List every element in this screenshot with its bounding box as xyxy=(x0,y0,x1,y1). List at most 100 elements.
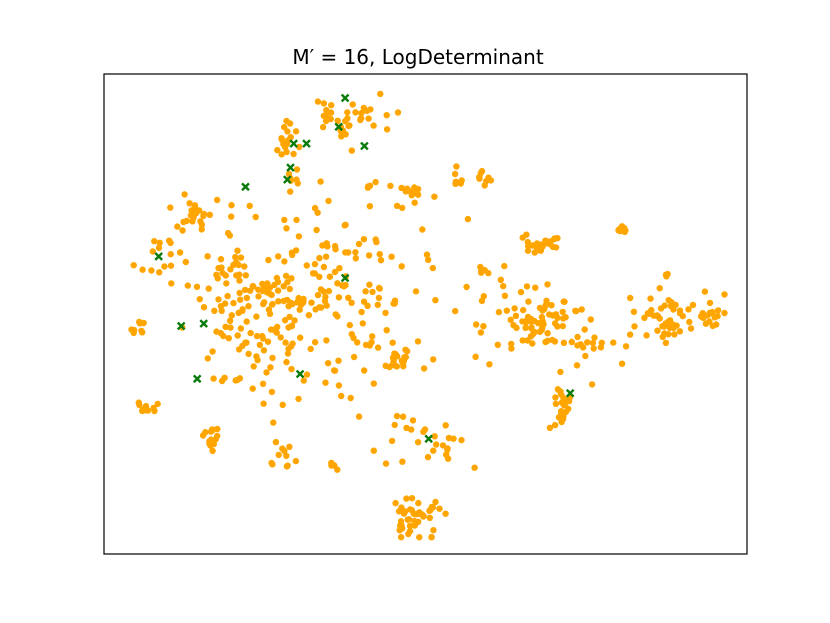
data-point xyxy=(656,285,663,292)
selected-point-marker xyxy=(334,122,343,132)
data-point xyxy=(284,350,292,357)
data-point xyxy=(313,226,320,234)
data-point xyxy=(426,507,433,514)
data-point xyxy=(358,109,365,117)
data-point xyxy=(377,257,385,264)
data-point xyxy=(587,316,594,323)
data-point xyxy=(711,314,718,321)
data-point xyxy=(405,516,413,523)
data-point xyxy=(217,303,225,310)
data-point xyxy=(394,353,401,360)
data-point xyxy=(221,374,228,381)
data-point xyxy=(287,188,294,195)
data-point xyxy=(279,445,286,452)
data-point xyxy=(295,395,302,403)
data-point xyxy=(400,510,408,517)
data-point xyxy=(375,294,383,302)
data-point xyxy=(308,299,315,306)
data-point xyxy=(286,443,293,450)
selected-point-marker xyxy=(154,252,163,261)
data-point xyxy=(324,360,332,367)
data-point xyxy=(281,258,288,265)
data-point xyxy=(204,253,211,260)
data-point xyxy=(252,213,259,221)
data-point xyxy=(370,122,377,129)
selected-point-marker xyxy=(283,175,292,184)
data-point xyxy=(494,341,501,348)
data-point xyxy=(336,265,343,272)
data-point xyxy=(307,345,314,353)
data-point xyxy=(430,356,437,363)
data-point xyxy=(344,115,351,122)
data-point xyxy=(323,106,330,114)
data-point xyxy=(245,350,252,358)
data-point xyxy=(309,270,317,277)
data-point xyxy=(130,262,137,269)
data-point xyxy=(287,299,294,306)
data-point xyxy=(275,451,282,459)
data-point xyxy=(243,318,250,325)
data-point xyxy=(338,392,345,400)
data-point xyxy=(442,510,449,517)
data-point xyxy=(285,170,293,178)
data-point xyxy=(285,345,292,352)
data-point xyxy=(383,327,390,334)
data-point xyxy=(334,117,341,125)
data-point xyxy=(284,279,291,286)
data-point xyxy=(148,267,155,274)
data-point xyxy=(398,184,405,192)
data-point xyxy=(519,337,526,344)
data-point xyxy=(648,306,655,314)
data-point xyxy=(286,313,293,321)
data-point xyxy=(300,298,307,305)
data-point xyxy=(242,339,249,346)
data-point xyxy=(345,249,352,256)
data-point xyxy=(250,363,257,370)
data-point xyxy=(433,441,440,448)
data-point xyxy=(218,307,225,315)
data-point xyxy=(228,202,235,209)
data-point xyxy=(167,251,174,258)
data-point xyxy=(142,402,150,410)
data-point xyxy=(408,188,416,195)
data-point xyxy=(665,331,672,338)
data-point xyxy=(196,296,203,303)
data-point xyxy=(314,291,322,299)
data-point xyxy=(581,326,588,333)
data-point xyxy=(523,283,531,290)
data-point xyxy=(314,98,322,105)
data-point xyxy=(561,400,569,407)
data-point xyxy=(303,262,310,269)
data-point xyxy=(676,310,684,317)
data-point xyxy=(616,225,623,233)
data-point xyxy=(430,447,437,454)
data-point xyxy=(214,432,221,440)
data-point xyxy=(721,309,728,317)
data-point xyxy=(241,263,248,270)
data-point xyxy=(182,258,189,266)
data-point xyxy=(268,388,276,396)
data-point xyxy=(383,112,390,119)
data-point xyxy=(706,299,714,307)
data-point xyxy=(236,289,243,297)
data-point xyxy=(522,324,529,331)
data-point xyxy=(408,495,416,502)
data-point xyxy=(264,280,271,287)
data-point xyxy=(340,283,348,290)
data-point xyxy=(551,320,559,327)
data-point xyxy=(274,323,281,331)
data-point xyxy=(360,298,368,305)
data-point xyxy=(317,178,324,185)
data-point xyxy=(428,534,435,541)
data-point xyxy=(233,259,240,266)
data-point xyxy=(552,394,559,401)
data-point xyxy=(239,307,246,314)
data-point xyxy=(453,163,460,170)
data-point xyxy=(528,324,535,331)
data-point xyxy=(278,151,285,158)
data-point xyxy=(362,341,370,349)
data-point xyxy=(285,137,292,144)
data-point xyxy=(403,424,410,432)
data-point xyxy=(588,381,596,388)
